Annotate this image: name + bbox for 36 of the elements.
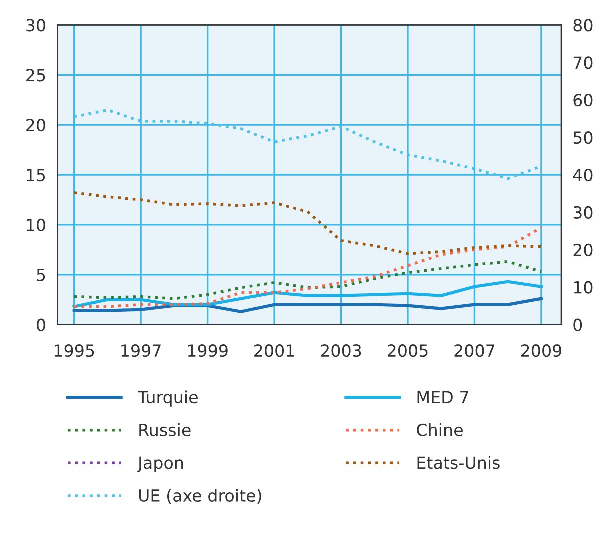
legend-label: UE (axe droite) (139, 489, 262, 504)
x-tick-label: 2009 (521, 344, 562, 358)
legend-label: MED 7 (418, 391, 468, 404)
line-series (72, 280, 543, 308)
y2-tick-label: 70 (574, 56, 593, 70)
y-tick-label: 25 (26, 69, 46, 82)
y-tick-label: 0 (37, 318, 46, 332)
x-tick-label: 2007 (454, 344, 495, 358)
x-tick-label: 2003 (321, 344, 362, 358)
legend-label: Turquie (138, 390, 198, 407)
y2-tick-label: 40 (573, 168, 593, 182)
y2-tick-label: 0 (574, 318, 582, 332)
line-series (72, 297, 543, 314)
y2-tick-label: 60 (574, 94, 593, 107)
legend-label: Japon (137, 456, 184, 472)
x-tick-label: 1999 (188, 344, 228, 358)
line-series (72, 260, 543, 300)
y2-tick-label: 30 (574, 206, 593, 220)
y-tick-label: 5 (37, 269, 46, 282)
y-tick-label: 15 (27, 169, 46, 182)
y-tick-label: 20 (26, 119, 46, 132)
legend-label: Chine (417, 424, 463, 436)
x-tick-label: 1997 (122, 344, 161, 358)
y2-tick-label: 10 (574, 281, 593, 294)
line-series (72, 226, 543, 308)
y2-tick-label: 50 (574, 132, 593, 144)
line-series (72, 192, 543, 256)
x-tick-label: 2001 (254, 344, 294, 358)
y2-tick-label: 80 (574, 19, 593, 32)
legend-label: Etats-Unis (418, 456, 500, 470)
x-tick-label: 1995 (54, 344, 94, 358)
legend-label: Russie (140, 424, 191, 436)
y2-tick-label: 20 (574, 244, 593, 256)
x-tick-label: 2005 (388, 344, 428, 358)
y-tick-label: 30 (26, 19, 46, 32)
y-tick-label: 10 (27, 218, 46, 232)
